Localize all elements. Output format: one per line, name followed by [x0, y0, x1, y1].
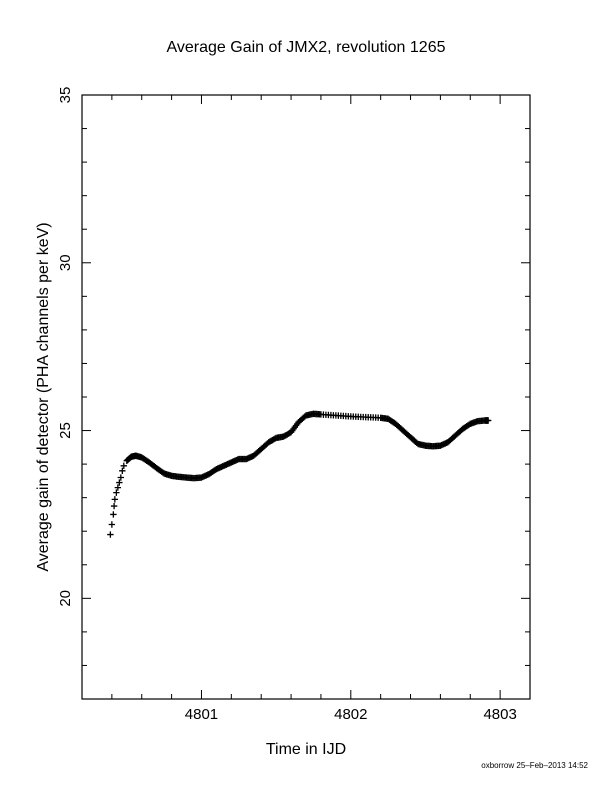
data-point [120, 462, 128, 469]
y-tick-label: 25 [57, 422, 74, 439]
data-point [108, 521, 116, 528]
data-point [484, 417, 492, 424]
axis-tick-labels: 20 25 30 35 4801 4802 4803 [57, 87, 517, 723]
data-point [116, 479, 123, 486]
data-point [117, 474, 125, 481]
data-point [110, 502, 118, 510]
x-tick-label: 4801 [185, 706, 218, 723]
data-point [111, 496, 119, 503]
y-axis-label: Average gain of detector (PHA channels p… [35, 222, 52, 571]
y-tick-label: 20 [57, 590, 74, 607]
x-axis-label: Time in IJD [266, 741, 346, 758]
data-point [110, 511, 117, 518]
x-tick-label: 4802 [334, 706, 367, 723]
data-markers [107, 410, 492, 538]
footer-credit: oxborrow 25–Feb–2013 14:52 [481, 761, 588, 770]
data-point [113, 489, 120, 496]
plot-frame [81, 94, 531, 700]
data-point [114, 484, 122, 491]
chart-title: Average Gain of JMX2, revolution 1265 [167, 39, 446, 56]
y-tick-label: 35 [57, 87, 74, 104]
axis-ticks [81, 94, 531, 700]
y-tick-label: 30 [57, 254, 74, 271]
data-point [119, 467, 126, 475]
x-tick-label: 4803 [483, 706, 516, 723]
data-point [107, 531, 114, 538]
